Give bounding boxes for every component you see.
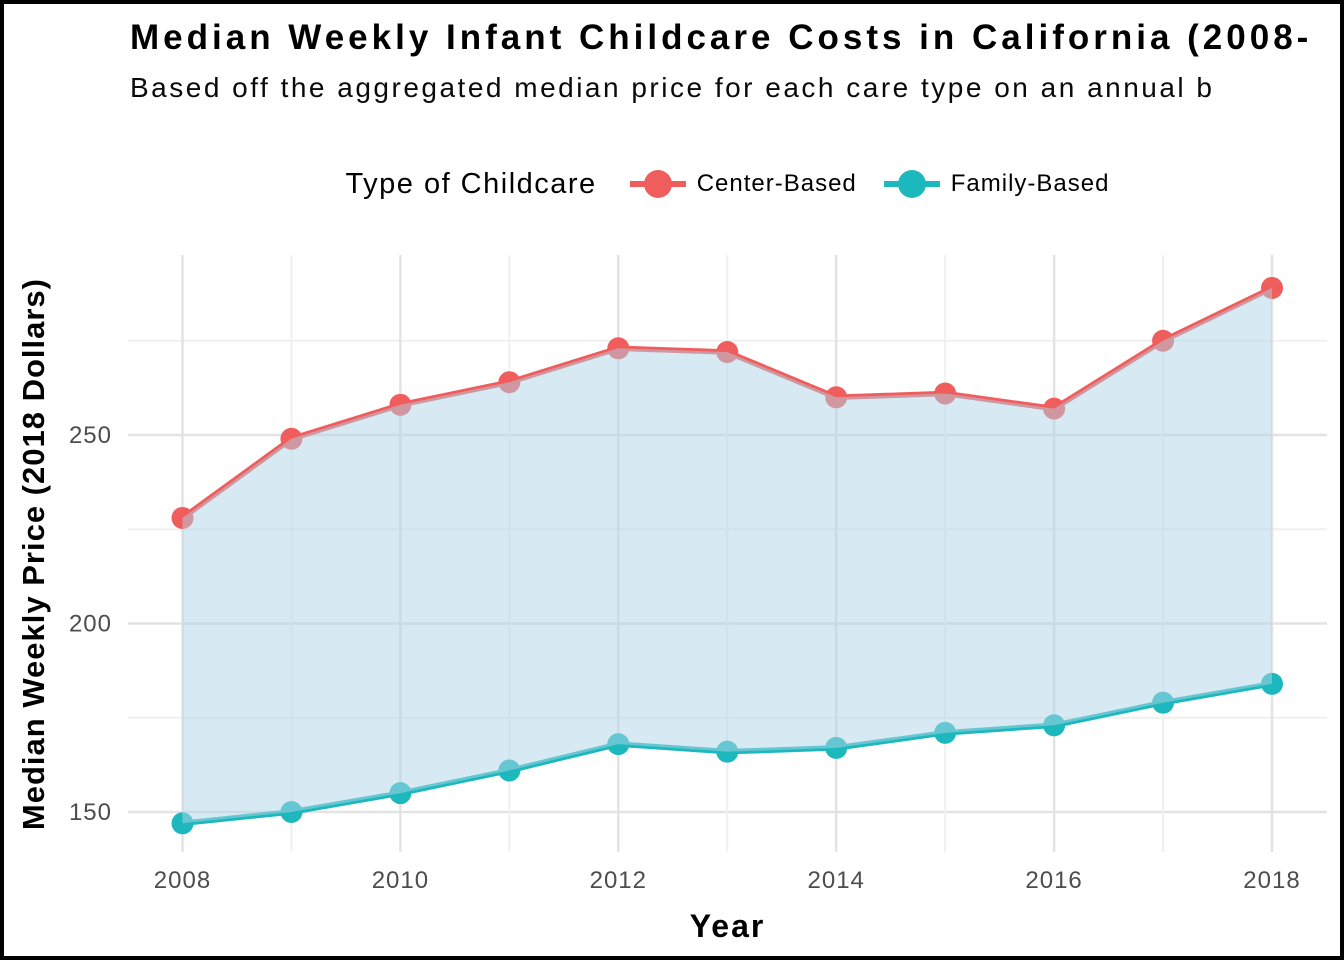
x-axis-title: Year xyxy=(689,908,766,944)
legend-item-center-based: Center-Based xyxy=(629,166,857,202)
x-tick-label: 2016 xyxy=(1025,867,1082,894)
legend: Type of Childcare Center-Based Family-Ba… xyxy=(128,154,1327,214)
chart-title: Median Weekly Infant Childcare Costs in … xyxy=(130,18,1313,57)
y-tick-label: 150 xyxy=(69,799,112,826)
y-axis-title: Median Weekly Price (2018 Dollars) xyxy=(16,277,51,831)
legend-label-center-based: Center-Based xyxy=(696,170,857,197)
y-tick-label: 250 xyxy=(69,422,112,449)
x-tick-label: 2008 xyxy=(154,867,211,894)
legend-item-family-based: Family-Based xyxy=(883,166,1110,202)
shaded-area-between-series xyxy=(182,287,1272,824)
y-tick-label: 200 xyxy=(69,611,112,638)
x-tick-label: 2012 xyxy=(590,867,647,894)
chart-canvas: 150 200 250 2008 2010 2012 2014 2016 2018 xyxy=(69,255,1327,894)
x-tick-label: 2018 xyxy=(1243,867,1300,894)
legend-title: Type of Childcare xyxy=(345,167,597,200)
x-tick-label: 2014 xyxy=(808,867,865,894)
center-based-line-dot-icon xyxy=(629,170,686,198)
family-based-line-dot-icon xyxy=(883,170,940,198)
chart-subtitle: Based off the aggregated median price fo… xyxy=(130,72,1215,103)
x-tick-label: 2010 xyxy=(372,867,429,894)
legend-label-family-based: Family-Based xyxy=(950,170,1110,197)
